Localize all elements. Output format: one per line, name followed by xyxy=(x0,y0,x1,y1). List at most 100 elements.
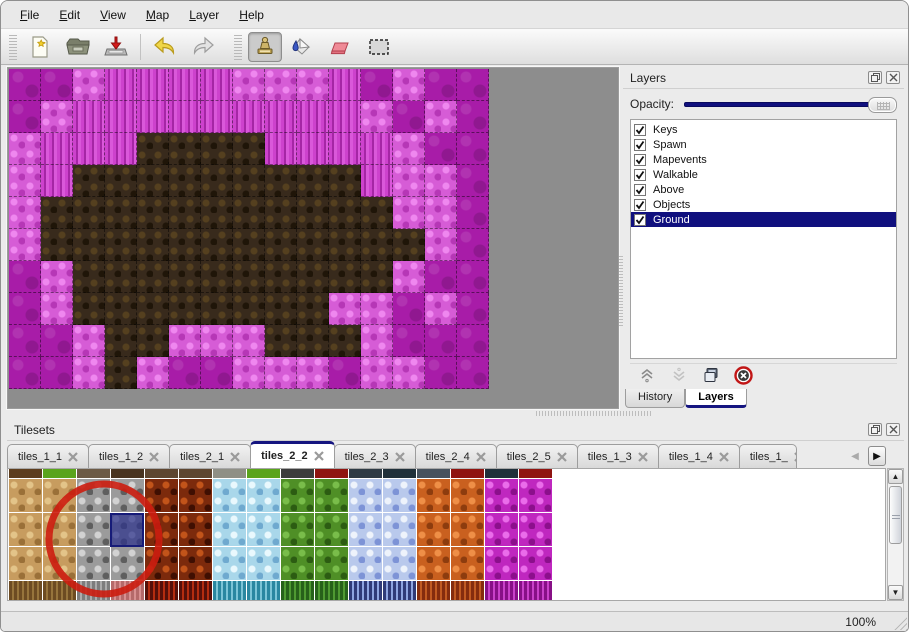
tile-sliver[interactable] xyxy=(451,469,484,478)
map-tile-brown-cave-floor[interactable] xyxy=(137,325,169,357)
tile-crystal[interactable] xyxy=(383,479,416,512)
map-tile-light-magenta-rock[interactable] xyxy=(393,133,425,165)
layer-row-above[interactable]: Above xyxy=(631,182,896,197)
map-tile-light-magenta-rock[interactable] xyxy=(297,69,329,101)
map-tile-magenta-pillar-rock[interactable] xyxy=(73,133,105,165)
tile-lava[interactable] xyxy=(179,479,212,512)
tile-ice[interactable] xyxy=(247,547,280,580)
map-tile-light-magenta-rock[interactable] xyxy=(361,293,393,325)
tile-tan[interactable] xyxy=(9,547,42,580)
map-tile-light-magenta-rock[interactable] xyxy=(169,325,201,357)
tileset-tab-tiles_1_2[interactable]: tiles_1_2 xyxy=(88,444,171,468)
tile-magenta[interactable] xyxy=(485,547,518,580)
open-map-button[interactable] xyxy=(61,32,95,62)
tile-crystal-fall[interactable] xyxy=(383,581,416,600)
map-tile-light-magenta-rock[interactable] xyxy=(361,357,393,389)
tile-ice[interactable] xyxy=(213,513,246,546)
tile-gray[interactable] xyxy=(111,479,144,512)
tile-green[interactable] xyxy=(281,547,314,580)
map-tile-magenta-pillar-rock[interactable] xyxy=(137,101,169,133)
map-tile-light-magenta-rock[interactable] xyxy=(9,133,41,165)
tile-lava[interactable] xyxy=(179,547,212,580)
tile-orange[interactable] xyxy=(417,513,450,546)
map-tile-light-magenta-rock[interactable] xyxy=(425,229,457,261)
map-tile-brown-cave-floor[interactable] xyxy=(361,197,393,229)
map-tile-brown-cave-floor[interactable] xyxy=(105,357,137,389)
map-tile-light-magenta-rock[interactable] xyxy=(233,325,265,357)
map-tile-brown-cave-floor[interactable] xyxy=(169,293,201,325)
layer-visibility-checkbox[interactable] xyxy=(634,168,646,181)
map-tile-magenta-pillar-rock[interactable] xyxy=(297,133,329,165)
map-tile-brown-cave-floor[interactable] xyxy=(329,197,361,229)
map-tile-brown-cave-floor[interactable] xyxy=(105,325,137,357)
map-tile-dark-magenta-rock[interactable] xyxy=(9,325,41,357)
map-tile-brown-cave-floor[interactable] xyxy=(265,325,297,357)
menu-file[interactable]: File xyxy=(20,7,40,22)
map-tile-light-magenta-rock[interactable] xyxy=(9,197,41,229)
tile-magenta-fall[interactable] xyxy=(485,581,518,600)
tile-green[interactable] xyxy=(281,513,314,546)
tileset-view[interactable] xyxy=(7,468,886,601)
map-tile-brown-cave-floor[interactable] xyxy=(297,293,329,325)
tile-green[interactable] xyxy=(315,513,348,546)
close-panel-button[interactable] xyxy=(886,423,900,436)
tile-orange[interactable] xyxy=(451,479,484,512)
tab-close-icon[interactable] xyxy=(719,451,729,462)
undo-button[interactable] xyxy=(148,32,182,62)
tile-sliver[interactable] xyxy=(43,469,76,478)
map-tile-magenta-pillar-rock[interactable] xyxy=(41,165,73,197)
tileset-tab-tiles_2_1[interactable]: tiles_2_1 xyxy=(169,444,252,468)
tile-orange[interactable] xyxy=(417,547,450,580)
dock-tab-history[interactable]: History xyxy=(625,389,686,408)
layer-visibility-checkbox[interactable] xyxy=(634,138,646,151)
map-tile-dark-magenta-rock[interactable] xyxy=(9,357,41,389)
map-tile-brown-cave-floor[interactable] xyxy=(233,229,265,261)
tile-ice[interactable] xyxy=(247,513,280,546)
tile-magenta[interactable] xyxy=(519,513,552,546)
map-tile-magenta-pillar-rock[interactable] xyxy=(329,69,361,101)
map-tile-brown-cave-floor[interactable] xyxy=(169,197,201,229)
map-tile-light-magenta-rock[interactable] xyxy=(425,293,457,325)
map-tile-dark-magenta-rock[interactable] xyxy=(425,133,457,165)
map-tile-brown-cave-floor[interactable] xyxy=(137,165,169,197)
map-tile-brown-cave-floor[interactable] xyxy=(73,197,105,229)
vertical-splitter-grip[interactable] xyxy=(619,256,623,326)
move-layer-down-button[interactable] xyxy=(668,367,690,389)
tile-orange[interactable] xyxy=(417,479,450,512)
map-tile-brown-cave-floor[interactable] xyxy=(329,261,361,293)
map-tile-brown-cave-floor[interactable] xyxy=(169,261,201,293)
map-tile-brown-cave-floor[interactable] xyxy=(41,229,73,261)
map-tile-dark-magenta-rock[interactable] xyxy=(457,165,489,197)
tile-gray-fall[interactable] xyxy=(111,581,144,600)
menu-map[interactable]: Map xyxy=(145,7,170,22)
tile-orange[interactable] xyxy=(451,513,484,546)
map-tile-dark-magenta-rock[interactable] xyxy=(9,69,41,101)
map-tile-light-magenta-rock[interactable] xyxy=(361,325,393,357)
map-tile-magenta-pillar-rock[interactable] xyxy=(201,69,233,101)
tile-tan[interactable] xyxy=(43,547,76,580)
tile-lava[interactable] xyxy=(145,547,178,580)
map-tile-light-magenta-rock[interactable] xyxy=(73,325,105,357)
tile-sliver[interactable] xyxy=(417,469,450,478)
map-tile-brown-cave-floor[interactable] xyxy=(297,261,329,293)
map-tile-light-magenta-rock[interactable] xyxy=(425,197,457,229)
map-tile-dark-magenta-rock[interactable] xyxy=(41,69,73,101)
tile-sliver[interactable] xyxy=(77,469,110,478)
map-tile-dark-magenta-rock[interactable] xyxy=(9,261,41,293)
redo-button[interactable] xyxy=(186,32,220,62)
tile-magenta-fall[interactable] xyxy=(519,581,552,600)
toolbar-drag-handle[interactable] xyxy=(9,33,17,60)
tile-green[interactable] xyxy=(281,479,314,512)
window-resize-grip[interactable] xyxy=(890,613,907,630)
map-tile-light-magenta-rock[interactable] xyxy=(265,69,297,101)
map-tile-dark-magenta-rock[interactable] xyxy=(425,325,457,357)
tile-green-fall[interactable] xyxy=(315,581,348,600)
map-tile-brown-cave-floor[interactable] xyxy=(73,165,105,197)
map-tile-brown-cave-floor[interactable] xyxy=(297,165,329,197)
map-tile-magenta-pillar-rock[interactable] xyxy=(265,133,297,165)
eraser-tool-button[interactable] xyxy=(324,32,358,62)
map-canvas[interactable] xyxy=(7,67,619,409)
map-tile-brown-cave-floor[interactable] xyxy=(137,197,169,229)
map-tile-dark-magenta-rock[interactable] xyxy=(457,197,489,229)
toolbar-drag-handle[interactable] xyxy=(234,33,242,60)
